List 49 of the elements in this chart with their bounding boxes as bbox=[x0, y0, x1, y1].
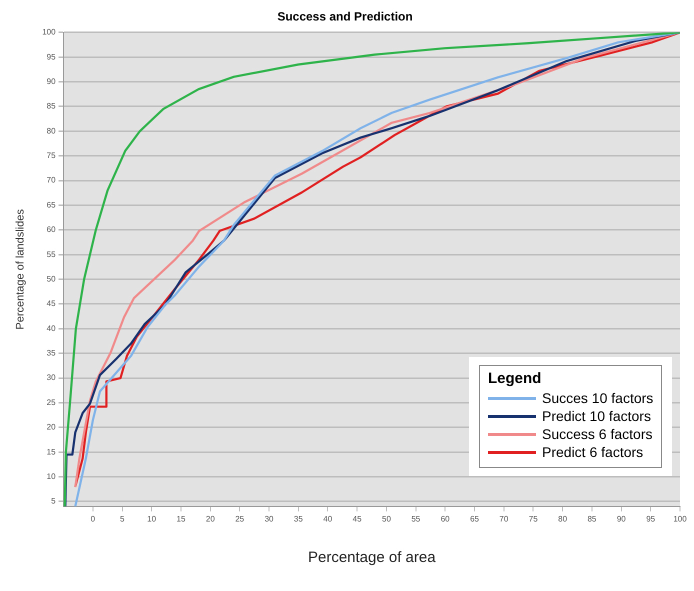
y-tick-label: 10 bbox=[46, 472, 56, 481]
x-tick-label: 85 bbox=[587, 514, 597, 524]
y-tick-label: 100 bbox=[42, 28, 56, 37]
x-tick-label: 45 bbox=[352, 514, 362, 524]
x-tick-label: 80 bbox=[558, 514, 568, 524]
y-tick-label: 65 bbox=[46, 200, 56, 210]
y-tick-label: 60 bbox=[46, 225, 56, 234]
legend-label: Success 6 factors bbox=[542, 426, 652, 442]
x-tick-label: 60 bbox=[440, 514, 450, 524]
legend-title: Legend bbox=[488, 370, 542, 388]
x-tick-label: 70 bbox=[499, 514, 509, 524]
x-tick-label: 15 bbox=[176, 514, 186, 524]
x-tick-label: 30 bbox=[264, 514, 274, 524]
legend-label: Predict 10 factors bbox=[542, 408, 651, 424]
y-tick-label: 40 bbox=[46, 324, 56, 333]
x-tick-label: 65 bbox=[470, 514, 480, 524]
x-tick-label: 0 bbox=[90, 514, 96, 524]
y-tick-label: 55 bbox=[46, 250, 56, 259]
x-tick-label: 95 bbox=[646, 514, 656, 524]
x-tick-label: 90 bbox=[616, 514, 626, 524]
x-tick-label: 55 bbox=[411, 514, 421, 524]
x-tick-label: 50 bbox=[382, 514, 392, 524]
x-tick-label: 10 bbox=[147, 514, 157, 524]
y-axis-title: Percentage of landslides bbox=[14, 208, 27, 330]
x-tick-label: 25 bbox=[235, 514, 245, 524]
legend-label: Succes 10 factors bbox=[542, 390, 654, 406]
y-tick-label: 25 bbox=[46, 398, 56, 407]
y-tick-label: 85 bbox=[46, 102, 56, 111]
x-tick-label: 100 bbox=[673, 514, 688, 524]
y-tick-label: 45 bbox=[46, 299, 56, 308]
legend-label: Predict 6 factors bbox=[542, 444, 644, 460]
y-tick-label: 90 bbox=[46, 76, 56, 86]
y-tick-label: 80 bbox=[46, 126, 56, 136]
x-tick-label: 75 bbox=[528, 514, 538, 524]
y-tick-label: 20 bbox=[46, 422, 56, 432]
x-axis-title: Percentage of area bbox=[308, 549, 436, 566]
y-tick-label: 50 bbox=[46, 274, 56, 284]
chart-title: Success and Prediction bbox=[277, 10, 413, 24]
x-tick-label: 20 bbox=[206, 514, 216, 524]
y-tick-label: 30 bbox=[46, 373, 56, 382]
y-tick-label: 70 bbox=[46, 176, 56, 185]
y-tick-label: 75 bbox=[46, 151, 56, 160]
x-tick-label: 35 bbox=[294, 514, 304, 524]
y-tick-label: 5 bbox=[51, 496, 56, 506]
y-tick-label: 95 bbox=[46, 52, 56, 62]
x-tick-label: 40 bbox=[323, 514, 333, 524]
y-tick-label: 35 bbox=[46, 348, 56, 358]
x-tick-label: 5 bbox=[120, 514, 126, 524]
y-tick-label: 15 bbox=[46, 447, 56, 456]
